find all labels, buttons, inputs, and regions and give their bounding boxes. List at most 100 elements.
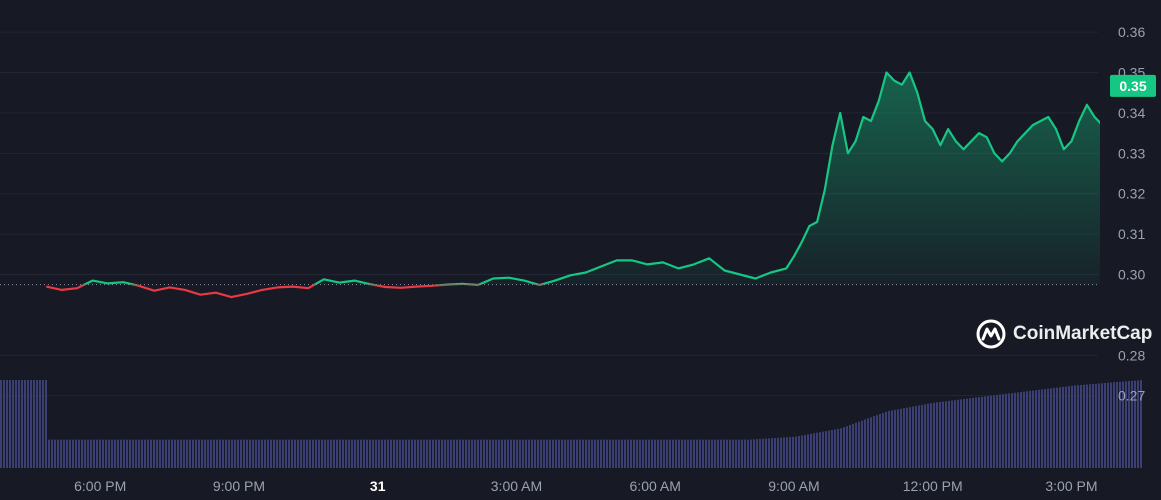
volume-bar xyxy=(879,413,881,468)
volume-bar xyxy=(633,439,635,468)
volume-bar xyxy=(627,439,629,468)
volume-bar xyxy=(201,439,203,468)
volume-bar xyxy=(360,439,362,468)
volume-bar xyxy=(561,439,563,468)
volume-bar xyxy=(726,439,728,468)
volume-bar xyxy=(432,439,434,468)
volume-bar xyxy=(690,439,692,468)
volume-bar xyxy=(102,439,104,468)
volume-bar xyxy=(60,439,62,468)
volume-bar xyxy=(105,439,107,468)
volume-bar xyxy=(378,439,380,468)
volume-bar xyxy=(33,380,35,468)
volume-bar xyxy=(939,401,941,468)
volume-bar xyxy=(324,439,326,468)
volume-bar xyxy=(636,439,638,468)
volume-bar xyxy=(750,439,752,468)
volume-bar xyxy=(90,439,92,468)
volume-bar xyxy=(963,398,965,468)
volume-bar xyxy=(657,439,659,468)
volume-bar xyxy=(144,439,146,468)
volume-bar xyxy=(357,439,359,468)
volume-bar xyxy=(699,439,701,468)
volume-bar xyxy=(543,439,545,468)
volume-bar xyxy=(75,439,77,468)
volume-bar xyxy=(930,403,932,468)
volume-bar xyxy=(465,439,467,468)
volume-bar xyxy=(126,439,128,468)
y-tick-label: 0.33 xyxy=(1118,145,1145,161)
volume-bar xyxy=(381,439,383,468)
volume-bar xyxy=(1122,381,1124,468)
volume-bar xyxy=(864,419,866,468)
volume-bar xyxy=(87,439,89,468)
volume-bar xyxy=(831,429,833,468)
volume-bar xyxy=(591,439,593,468)
volume-bar xyxy=(594,439,596,468)
volume-bar xyxy=(1011,393,1013,468)
volume-bar xyxy=(6,380,8,468)
volume-bar xyxy=(618,439,620,468)
volume-bar xyxy=(558,439,560,468)
volume-bar xyxy=(1092,383,1094,468)
volume-bar xyxy=(819,432,821,468)
volume-bar xyxy=(1020,391,1022,468)
price-area xyxy=(84,72,1100,285)
volume-bar xyxy=(249,439,251,468)
volume-bar xyxy=(1014,392,1016,468)
volume-bar xyxy=(177,439,179,468)
x-tick-label: 9:00 AM xyxy=(768,478,819,494)
volume-bar xyxy=(99,439,101,468)
volume-bar xyxy=(1050,388,1052,468)
volume-bar xyxy=(57,439,59,468)
volume-bar xyxy=(417,439,419,468)
volume-bar xyxy=(186,439,188,468)
volume-bar xyxy=(243,439,245,468)
volume-bar xyxy=(453,439,455,468)
volume-bar xyxy=(291,439,293,468)
volume-bar xyxy=(24,380,26,468)
price-area-fill xyxy=(84,72,1100,285)
volume-bar xyxy=(522,439,524,468)
volume-bar xyxy=(390,439,392,468)
volume-bar xyxy=(882,412,884,468)
volume-bar xyxy=(1128,381,1130,468)
volume-bar xyxy=(582,439,584,468)
volume-bar xyxy=(288,439,290,468)
volume-bar xyxy=(393,439,395,468)
volume-bar xyxy=(1083,384,1085,468)
volume-bar xyxy=(15,380,17,468)
volume-bar xyxy=(873,416,875,468)
volume-bar xyxy=(1104,383,1106,468)
volume-bar xyxy=(51,439,53,468)
volume-bar xyxy=(81,439,83,468)
volume-bar xyxy=(84,439,86,468)
volume-bar xyxy=(411,439,413,468)
volume-bar xyxy=(513,439,515,468)
volume-bar xyxy=(783,437,785,468)
volume-bar xyxy=(528,439,530,468)
volume-bar xyxy=(375,439,377,468)
volume-bar xyxy=(717,439,719,468)
volume-bar xyxy=(141,439,143,468)
volume-bar xyxy=(192,439,194,468)
volume-bar xyxy=(423,439,425,468)
volume-bar xyxy=(978,397,980,468)
x-tick-label: 3:00 PM xyxy=(1045,478,1097,494)
volume-bar xyxy=(663,439,665,468)
volume-bar xyxy=(1059,387,1061,468)
volume-bar xyxy=(1002,394,1004,468)
volume-bar xyxy=(759,438,761,468)
volume-bar xyxy=(1080,384,1082,468)
volume-bar xyxy=(933,402,935,468)
volume-bar xyxy=(681,439,683,468)
volume-bar xyxy=(306,439,308,468)
volume-bar xyxy=(1065,386,1067,468)
volume-bar xyxy=(300,439,302,468)
volume-bar xyxy=(207,439,209,468)
volume-bar xyxy=(909,407,911,468)
volume-bar xyxy=(459,439,461,468)
volume-bar xyxy=(600,439,602,468)
